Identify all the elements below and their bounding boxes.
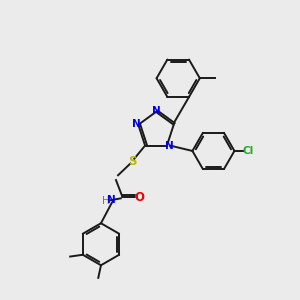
Text: Cl: Cl: [242, 146, 253, 156]
Text: H: H: [103, 196, 110, 206]
Text: N: N: [152, 106, 160, 116]
Text: N: N: [165, 140, 173, 151]
Text: S: S: [128, 154, 137, 168]
Text: O: O: [134, 190, 144, 204]
Text: N: N: [107, 195, 116, 205]
Text: N: N: [132, 119, 141, 129]
